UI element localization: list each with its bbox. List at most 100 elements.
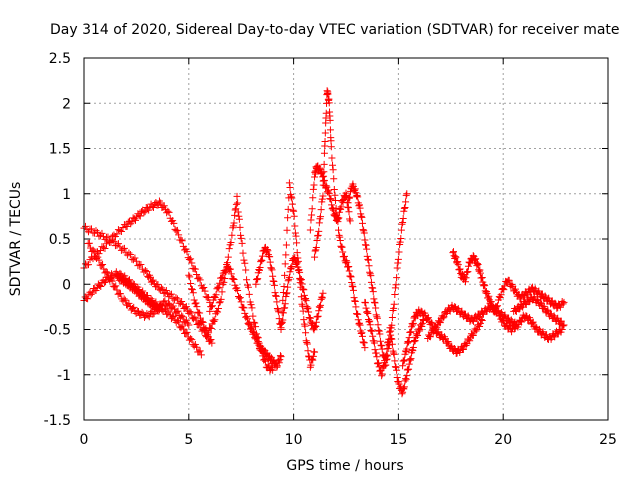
data-point	[187, 309, 195, 317]
data-point	[172, 294, 180, 302]
data-point	[351, 298, 359, 306]
chart-title: Day 314 of 2020, Sidereal Day-to-day VTE…	[50, 22, 620, 38]
data-point	[249, 312, 257, 320]
data-point	[160, 202, 168, 210]
data-point	[374, 321, 382, 329]
data-point	[186, 273, 194, 281]
data-point	[453, 259, 461, 267]
data-point	[293, 249, 301, 257]
data-point	[315, 227, 323, 235]
data-point	[293, 239, 301, 247]
data-point	[306, 314, 314, 322]
data-point	[393, 373, 401, 381]
data-point	[391, 363, 399, 371]
data-point	[358, 219, 366, 227]
data-point	[409, 321, 417, 329]
data-point	[335, 231, 343, 239]
data-point	[405, 360, 413, 368]
data-point	[95, 250, 103, 258]
data-point	[304, 304, 312, 312]
data-point	[491, 307, 499, 315]
data-point	[375, 359, 383, 367]
data-point	[334, 215, 342, 223]
data-point	[257, 258, 265, 266]
data-point	[346, 217, 354, 225]
data-point	[157, 199, 165, 207]
data-point	[386, 324, 394, 332]
data-point	[308, 211, 316, 219]
data-point	[511, 307, 519, 315]
data-point	[213, 285, 221, 293]
data-point	[551, 299, 559, 307]
data-point	[392, 281, 400, 289]
data-point	[130, 303, 138, 311]
data-point	[158, 284, 166, 292]
data-point	[296, 268, 304, 276]
data-point	[250, 329, 258, 337]
data-point	[198, 318, 206, 326]
data-point	[337, 242, 345, 250]
data-point	[314, 231, 322, 239]
data-point	[253, 276, 261, 284]
data-point	[403, 345, 411, 353]
series-arc-19	[510, 293, 568, 330]
data-point	[235, 294, 243, 302]
data-point	[154, 281, 162, 289]
data-point	[390, 350, 398, 358]
data-point	[288, 194, 296, 202]
data-point	[94, 253, 102, 261]
data-point	[302, 337, 310, 345]
data-point	[428, 319, 436, 327]
data-point	[351, 297, 359, 305]
data-point	[224, 253, 232, 261]
data-point	[398, 390, 406, 398]
axis-ticks: 0 5 10 15 20 25 -1.5 -1 -0.5 0 0.5 1 1.5 2 2.5	[44, 51, 617, 448]
data-point	[361, 344, 369, 352]
data-point	[493, 303, 501, 311]
data-point	[108, 277, 116, 285]
data-point	[101, 244, 109, 252]
data-point	[121, 296, 129, 304]
data-point	[398, 220, 406, 228]
data-point	[317, 170, 325, 178]
data-point	[188, 286, 196, 294]
data-point	[418, 322, 426, 330]
data-point	[464, 268, 472, 276]
data-point	[278, 319, 286, 327]
data-point	[402, 375, 410, 383]
data-point	[282, 251, 290, 259]
data-point	[366, 270, 374, 278]
data-point	[368, 284, 376, 292]
data-point	[173, 295, 181, 303]
data-point	[263, 246, 271, 254]
data-point	[236, 223, 244, 231]
data-point	[455, 266, 463, 274]
data-point	[339, 248, 347, 256]
data-point	[559, 322, 567, 330]
data-point	[243, 315, 251, 323]
data-point	[315, 307, 323, 315]
data-point	[305, 313, 313, 321]
data-point	[374, 360, 382, 368]
data-point	[193, 343, 201, 351]
data-point	[269, 272, 277, 280]
data-point	[354, 310, 362, 318]
data-point	[235, 292, 243, 300]
data-point	[345, 267, 353, 275]
data-point	[311, 253, 319, 261]
data-point	[266, 253, 274, 261]
data-point	[315, 303, 323, 311]
data-point	[354, 316, 362, 324]
data-point	[394, 255, 402, 263]
data-point	[259, 345, 267, 353]
data-point	[217, 274, 225, 282]
data-point	[243, 276, 251, 284]
data-point	[465, 258, 473, 266]
data-point	[402, 191, 410, 199]
data-point	[288, 263, 296, 271]
data-point	[403, 339, 411, 347]
data-point	[414, 331, 422, 339]
data-point	[345, 208, 353, 216]
data-point	[234, 208, 242, 216]
data-point	[325, 99, 333, 107]
